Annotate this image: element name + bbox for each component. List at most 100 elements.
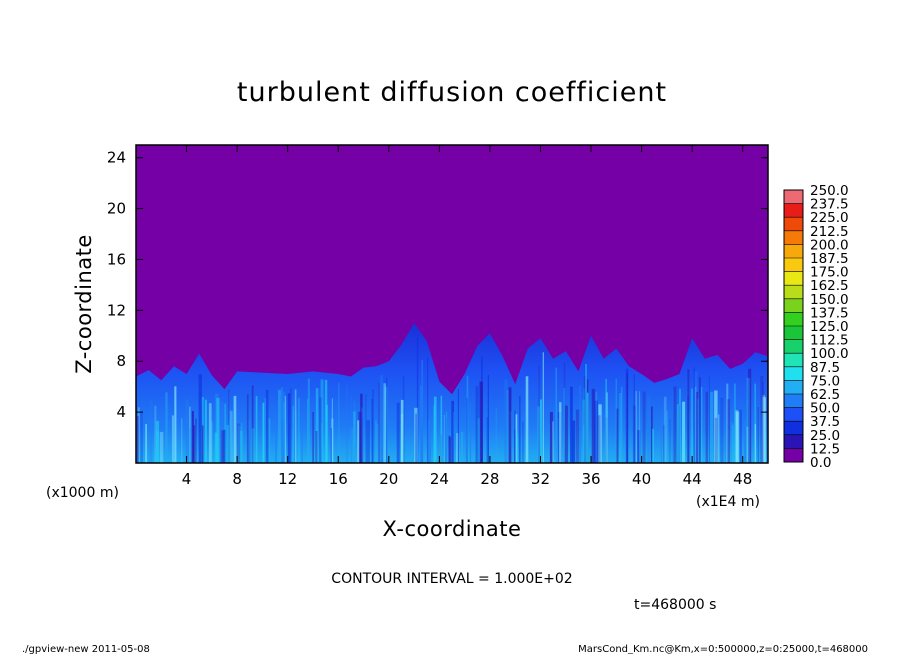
- layer-streak: [504, 379, 508, 463]
- layer-streak: [739, 409, 742, 463]
- colorbar-swatch: [784, 380, 803, 394]
- layer-streak: [140, 412, 143, 463]
- layer-streak: [440, 395, 443, 463]
- layer-streak: [701, 386, 703, 463]
- layer-streak: [326, 404, 328, 463]
- layer-streak: [330, 428, 332, 463]
- layer-streak: [495, 408, 497, 463]
- colorbar-swatch: [784, 339, 803, 354]
- layer-streak: [451, 400, 454, 463]
- colorbar-label: 75.0: [810, 373, 840, 389]
- layer-streak: [188, 427, 190, 463]
- colorbar-swatch: [784, 394, 803, 408]
- layer-streak: [698, 377, 701, 463]
- layer-streak: [515, 414, 518, 463]
- layer-streak: [443, 415, 445, 463]
- layer-streak: [586, 392, 589, 463]
- layer-streak: [238, 425, 241, 463]
- layer-streak: [185, 399, 189, 463]
- layer-streak: [294, 410, 297, 463]
- layer-streak: [315, 388, 319, 463]
- layer-streak: [428, 420, 432, 463]
- layer-streak: [575, 409, 580, 463]
- layer-streak: [294, 389, 297, 463]
- layer-streak: [241, 422, 243, 463]
- layer-streak: [616, 408, 619, 463]
- layer-streak: [237, 423, 241, 463]
- layer-streak: [319, 397, 322, 463]
- layer-streak: [710, 391, 714, 463]
- layer-streak: [515, 433, 519, 463]
- layer-streak: [663, 396, 667, 463]
- layer-streak: [632, 405, 636, 463]
- y-tick-label: 12: [107, 301, 126, 319]
- layer-streak: [754, 424, 756, 463]
- layer-streak: [626, 373, 628, 463]
- layer-streak: [584, 363, 587, 463]
- layer-streak: [290, 388, 292, 463]
- plot-area: [135, 144, 769, 464]
- layer-streak: [181, 418, 183, 463]
- layer-streak: [331, 398, 333, 463]
- layer-streak: [230, 411, 233, 463]
- y-axis-ticks: 4 8 12 16 20 24: [107, 149, 768, 421]
- y-tick-label: 24: [107, 149, 126, 167]
- x-axis-title: X-coordinate: [383, 517, 522, 541]
- layer-streak: [735, 410, 739, 463]
- layer-streak: [669, 419, 671, 463]
- colorbar-swatch: [784, 244, 803, 258]
- layer-streak: [400, 399, 404, 463]
- x-tick-label: 48: [733, 470, 752, 488]
- time-label: t=468000 s: [634, 597, 716, 613]
- layer-streak: [378, 382, 380, 463]
- layer-streak: [477, 418, 480, 463]
- layer-streak: [402, 375, 405, 463]
- layer-streak: [248, 420, 251, 463]
- layer-streak: [487, 375, 489, 463]
- x-tick-label: 28: [480, 470, 499, 488]
- layer-streak: [171, 415, 175, 463]
- layer-streak: [615, 378, 617, 463]
- layer-streak: [193, 425, 195, 463]
- layer-streak: [579, 385, 581, 463]
- colorbar-label: 187.5: [810, 251, 849, 267]
- layer-streak: [538, 365, 540, 463]
- layer-streak: [307, 398, 309, 463]
- layer-streak: [202, 425, 204, 463]
- layer-streak: [358, 411, 362, 463]
- layer-streak: [154, 405, 157, 463]
- layer-streak: [371, 398, 373, 463]
- layer-streak: [204, 399, 207, 463]
- layer-streak: [229, 419, 231, 463]
- layer-streak: [714, 417, 718, 463]
- x-tick-label: 32: [531, 470, 550, 488]
- layer-streak: [727, 399, 730, 463]
- layer-streak: [697, 398, 699, 463]
- layer-streak: [137, 407, 140, 463]
- layer-streak: [563, 362, 566, 463]
- layer-streak: [542, 352, 544, 463]
- layer-streak: [552, 421, 554, 463]
- layer-streak: [262, 402, 265, 463]
- layer-streak: [375, 420, 377, 463]
- layer-streak: [695, 391, 699, 463]
- layer-streak: [760, 375, 764, 463]
- layer-streak: [346, 383, 349, 463]
- layer-streak: [519, 395, 521, 463]
- layer-streak: [652, 429, 654, 463]
- turbulent-layer: [136, 323, 768, 463]
- layer-streak: [555, 419, 560, 463]
- layer-streak: [744, 421, 747, 463]
- layer-streak: [691, 388, 693, 463]
- layer-streak: [469, 402, 472, 463]
- layer-streak: [268, 418, 271, 463]
- layer-streak: [583, 425, 585, 463]
- layer-streak: [415, 413, 417, 463]
- colorbar-label: 175.0: [810, 265, 849, 281]
- layer-streak: [275, 425, 277, 463]
- layer-streak: [717, 414, 720, 463]
- x-tick-label: 44: [683, 470, 702, 488]
- colorbar-label: 237.5: [810, 197, 849, 213]
- layer-streak: [293, 396, 295, 463]
- x-tick-label: 12: [278, 470, 297, 488]
